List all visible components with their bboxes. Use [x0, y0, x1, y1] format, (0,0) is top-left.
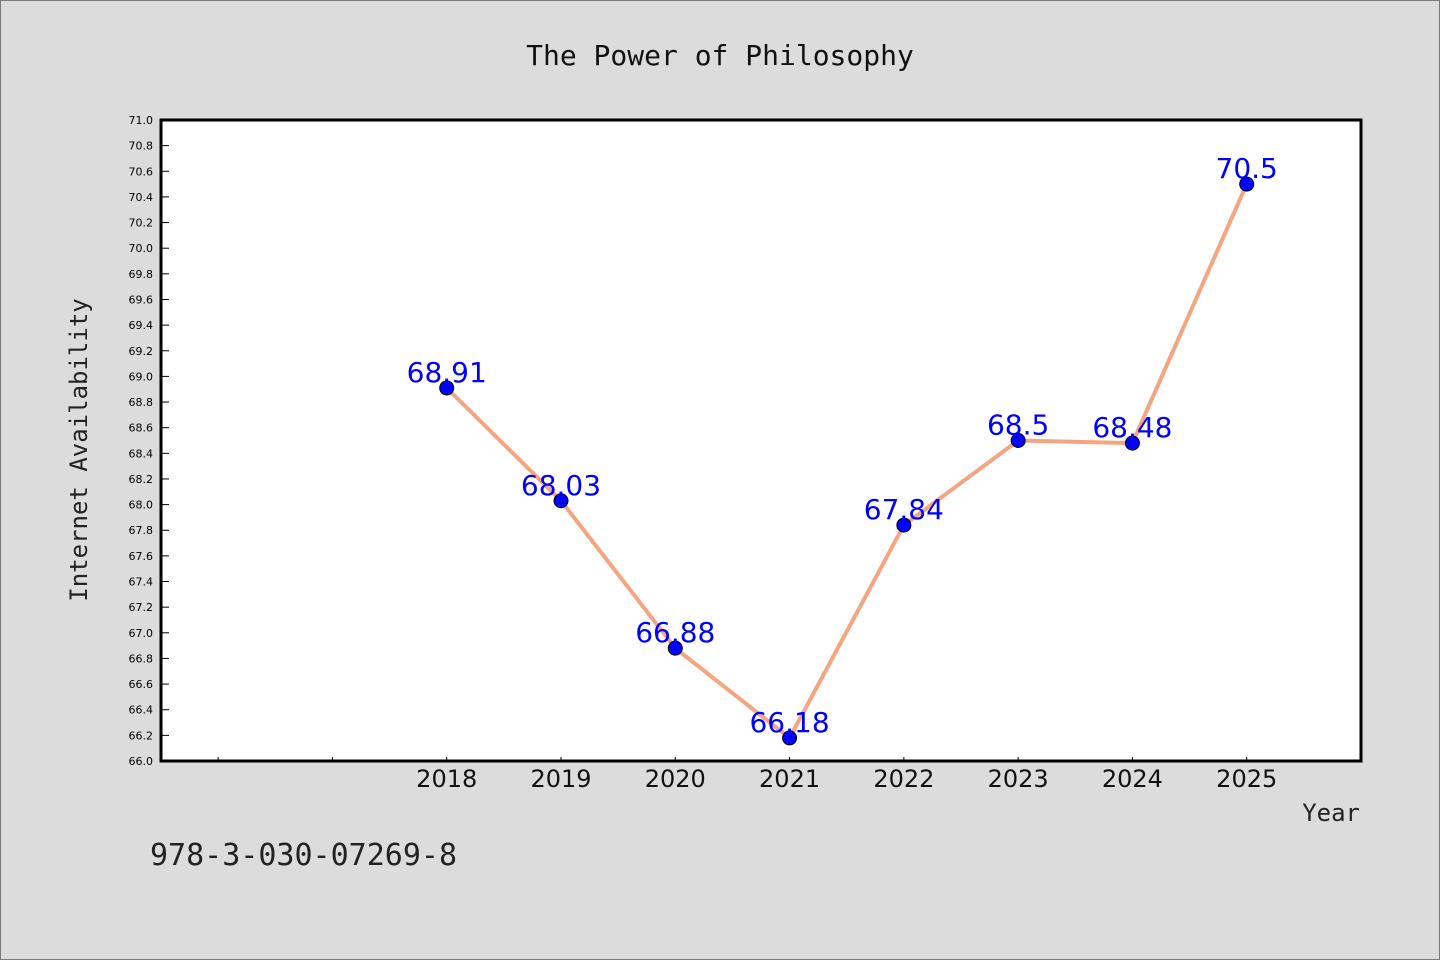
- y-tick-label: 69.0: [129, 370, 154, 383]
- footer-text: 978-3-030-07269-8: [150, 838, 457, 873]
- x-tick-label: 2021: [759, 765, 820, 793]
- data-label: 68.5: [987, 409, 1049, 442]
- data-point: [553, 493, 569, 509]
- data-label: 70.5: [1216, 152, 1278, 185]
- x-tick-label: 2020: [645, 765, 706, 793]
- y-tick-label: 66.0: [129, 755, 154, 768]
- data-point: [439, 380, 455, 396]
- x-tick-label: 2023: [988, 765, 1049, 793]
- x-axis-ticks: 2018 2019 2020 2021 2022 2023 2024 2025: [217, 757, 1277, 793]
- series-line: [444, 182, 1249, 740]
- series-layer: 68.91 68.03 66.88 66.18 67.84 68.5 68.48 70.5: [407, 152, 1278, 746]
- y-tick-label: 70.2: [129, 217, 154, 230]
- y-tick-label: 70.0: [129, 242, 154, 255]
- y-tick-label: 69.6: [129, 293, 154, 306]
- data-point: [896, 517, 912, 533]
- data-label: 67.84: [864, 493, 944, 526]
- y-tick-label: 68.6: [129, 422, 154, 435]
- data-point: [667, 640, 683, 656]
- y-axis-ticks: 66.0 66.2 66.4 66.6 66.8 67.0 67.2 67.4 67.6 67.8…: [129, 114, 169, 768]
- data-label: 66.88: [635, 616, 715, 649]
- x-tick-label: 2019: [530, 765, 591, 793]
- y-tick-label: 68.2: [129, 473, 154, 486]
- y-tick-label: 66.6: [129, 678, 154, 691]
- y-tick-label: 68.4: [129, 447, 154, 460]
- y-tick-label: 68.0: [129, 499, 154, 512]
- data-label: 68.48: [1092, 411, 1172, 444]
- data-point: [1010, 433, 1026, 448]
- chart-title: The Power of Philosophy: [526, 39, 914, 72]
- data-point: [1239, 176, 1255, 192]
- x-tick-label: 2022: [873, 765, 934, 793]
- data-point: [782, 730, 798, 746]
- x-tick-label: 2018: [416, 765, 477, 793]
- y-tick-label: 70.4: [129, 191, 154, 204]
- data-label: 68.03: [521, 469, 601, 502]
- y-tick-label: 67.2: [129, 601, 154, 614]
- y-tick-label: 69.4: [129, 319, 154, 332]
- y-axis-label: Internet Availability: [65, 298, 93, 601]
- y-tick-label: 67.4: [129, 576, 154, 589]
- y-tick-label: 69.2: [129, 345, 154, 358]
- x-tick-label: 2025: [1216, 765, 1277, 793]
- plot-area: [159, 118, 1363, 763]
- y-tick-label: 66.2: [129, 729, 154, 742]
- y-tick-label: 67.0: [129, 627, 154, 640]
- data-label: 66.18: [749, 706, 829, 739]
- y-tick-label: 66.8: [129, 652, 154, 665]
- y-tick-label: 70.8: [129, 140, 154, 153]
- y-tick-label: 69.8: [129, 268, 154, 281]
- data-label: 68.91: [407, 356, 487, 389]
- x-tick-label: 2024: [1102, 765, 1163, 793]
- y-tick-label: 68.8: [129, 396, 154, 409]
- data-point: [1124, 435, 1140, 451]
- x-axis-label: Year: [1302, 799, 1360, 827]
- y-tick-label: 67.8: [129, 524, 154, 537]
- y-tick-label: 67.6: [129, 550, 154, 563]
- y-tick-label: 70.6: [129, 165, 154, 178]
- y-tick-label: 71.0: [129, 114, 154, 127]
- y-tick-label: 66.4: [129, 704, 154, 717]
